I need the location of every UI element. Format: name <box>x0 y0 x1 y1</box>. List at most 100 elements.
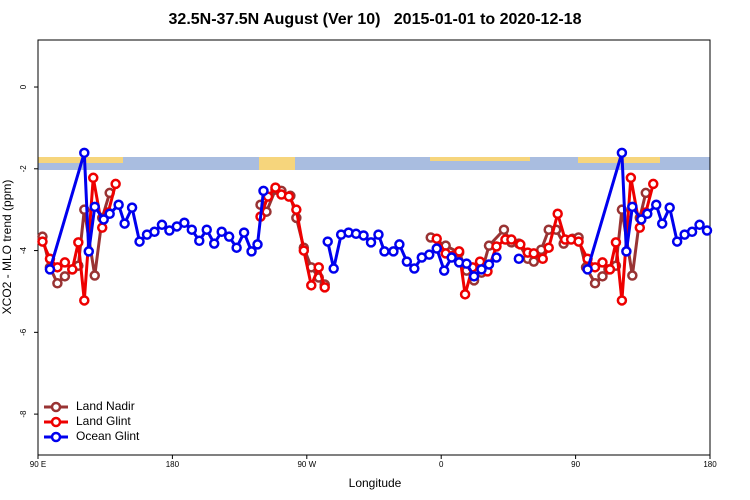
point <box>291 204 302 215</box>
point <box>379 246 390 257</box>
x-tick-label: 180 <box>166 460 180 469</box>
point <box>59 271 71 282</box>
point <box>270 182 281 193</box>
point <box>636 214 647 225</box>
y-tick-label: -4 <box>19 246 28 254</box>
series-line <box>48 151 708 278</box>
point <box>83 246 95 257</box>
point <box>44 264 56 275</box>
series <box>37 172 659 306</box>
x-tick-label: 90 E <box>30 460 46 469</box>
point <box>113 199 124 211</box>
point <box>634 222 646 233</box>
point <box>216 226 227 238</box>
ocean-band <box>38 157 710 170</box>
point <box>96 222 108 233</box>
point <box>650 199 662 211</box>
point <box>468 271 480 282</box>
point <box>552 208 563 220</box>
y-tick-label: -8 <box>19 410 28 418</box>
point <box>258 185 269 197</box>
point <box>89 270 100 281</box>
point <box>491 252 502 263</box>
y-tick-label: 0 <box>19 84 28 89</box>
point <box>37 236 48 247</box>
legend-marker <box>50 431 62 443</box>
x-tick-label: 90 W <box>297 460 316 469</box>
point <box>67 264 78 275</box>
point <box>627 201 638 213</box>
point <box>686 226 698 238</box>
point <box>201 224 212 235</box>
point <box>597 257 608 268</box>
point <box>98 214 109 225</box>
legend-marker <box>50 401 62 413</box>
land-band <box>259 157 295 170</box>
point <box>306 280 317 291</box>
point <box>89 201 100 213</box>
point <box>149 226 160 238</box>
point <box>156 219 168 231</box>
point <box>319 282 330 293</box>
point <box>223 231 235 242</box>
point <box>627 270 638 281</box>
point <box>461 258 472 269</box>
y-tick-label: -6 <box>19 328 28 336</box>
point <box>431 233 442 244</box>
point <box>621 246 632 257</box>
point <box>231 242 242 253</box>
point <box>373 229 384 240</box>
x-tick-label: 180 <box>703 460 717 469</box>
point <box>640 187 652 199</box>
point <box>515 239 526 250</box>
point <box>648 178 659 190</box>
y-axis-label: XCO2 - MLO trend (ppm) <box>0 180 14 315</box>
point <box>328 263 339 274</box>
point <box>409 263 420 274</box>
point <box>446 252 457 263</box>
point <box>401 256 413 267</box>
point <box>134 236 145 247</box>
point <box>164 225 175 236</box>
point <box>701 225 713 236</box>
point <box>119 218 130 229</box>
point <box>543 242 554 253</box>
point <box>610 237 622 248</box>
point <box>656 218 668 229</box>
land-band <box>38 157 123 163</box>
point <box>59 257 71 268</box>
point <box>642 208 653 220</box>
point <box>498 224 510 235</box>
point <box>194 235 205 247</box>
point <box>73 237 84 248</box>
legend-label: Land Glint <box>76 414 131 428</box>
point <box>365 237 377 248</box>
point <box>186 224 198 235</box>
point <box>79 147 90 159</box>
point <box>438 265 450 276</box>
point <box>589 278 601 289</box>
point <box>252 239 263 250</box>
point <box>506 234 517 245</box>
point <box>597 271 608 282</box>
point <box>388 246 399 257</box>
point <box>664 202 675 213</box>
legend-marker <box>50 416 62 428</box>
land-band <box>430 157 530 161</box>
legend-label: Ocean Glint <box>76 429 140 443</box>
point <box>616 295 628 306</box>
point <box>528 256 540 267</box>
point <box>513 253 525 264</box>
point <box>52 278 63 289</box>
point <box>322 236 333 247</box>
point <box>298 245 310 256</box>
plot-frame <box>37 39 711 456</box>
point <box>104 208 115 220</box>
point <box>208 238 220 249</box>
point <box>110 178 121 190</box>
point <box>313 262 324 273</box>
point <box>179 217 190 229</box>
point <box>528 248 540 259</box>
point <box>79 295 90 306</box>
